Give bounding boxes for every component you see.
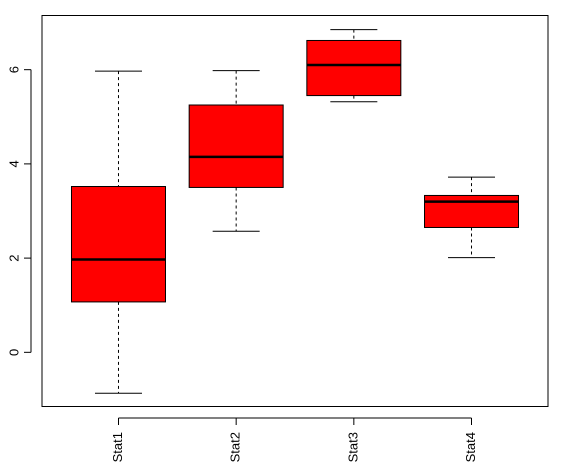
- y-tick-label: 4: [6, 160, 21, 167]
- plot-frame: [41, 15, 549, 407]
- iqr-box: [306, 39, 402, 97]
- box-stat1: [70, 70, 166, 394]
- boxes: [70, 29, 520, 394]
- y-tick-label: 0: [6, 349, 21, 356]
- x-tick-label: Stat3: [345, 432, 360, 462]
- x-tick-label: Stat1: [110, 432, 125, 462]
- x-tick-label: Stat2: [228, 432, 243, 462]
- box-stat2: [188, 70, 284, 232]
- y-axis: 0 2 4 6: [6, 66, 32, 356]
- iqr-box: [188, 104, 284, 188]
- x-tick-label: Stat4: [463, 432, 478, 462]
- box-stat4: [424, 176, 520, 259]
- box-stat3: [306, 29, 402, 103]
- iqr-box: [424, 194, 520, 228]
- y-tick-label: 6: [6, 66, 21, 73]
- y-tick-label: 2: [6, 254, 21, 261]
- iqr-box: [70, 186, 166, 303]
- x-axis: Stat1 Stat2 Stat3 Stat4: [110, 417, 478, 462]
